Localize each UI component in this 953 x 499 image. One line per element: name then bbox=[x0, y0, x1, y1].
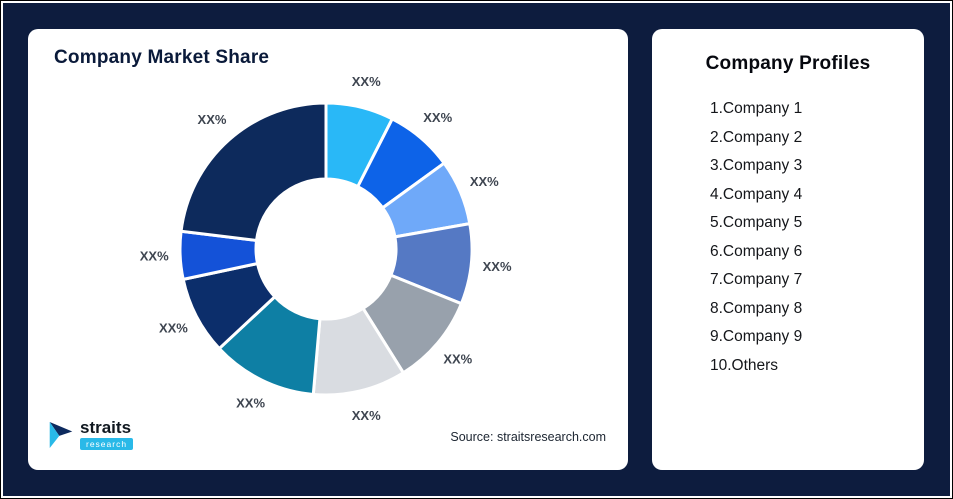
company-profiles-list: 1.Company 1 2.Company 2 3.Company 3 4.Co… bbox=[652, 95, 924, 380]
slice-value-label: XX% bbox=[443, 352, 472, 367]
slice-value-label: XX% bbox=[236, 396, 265, 411]
list-item: 5.Company 5 bbox=[710, 214, 803, 231]
straits-logo-icon bbox=[49, 421, 73, 448]
list-item: 4.Company 4 bbox=[710, 185, 803, 203]
slice-value-label: XX% bbox=[352, 74, 381, 89]
source-text: Source: straitsresearch.com bbox=[450, 430, 606, 444]
list-item: 9.Company 9 bbox=[710, 328, 803, 345]
slice-value-label: XX% bbox=[352, 408, 381, 423]
slice-value-label: XX% bbox=[423, 110, 452, 125]
list-item: 10.Others bbox=[710, 356, 779, 374]
list-item: 6.Company 6 bbox=[710, 242, 803, 260]
logo-text: straits research bbox=[80, 418, 134, 450]
list-item: 2.Company 2 bbox=[710, 128, 803, 146]
market-share-donut-chart: XX% XX% XX% XX% XX% XX% XX% XX% XX% XX% bbox=[140, 74, 512, 423]
slice-value-label: XX% bbox=[198, 112, 227, 127]
profiles-title: Company Profiles bbox=[705, 53, 871, 74]
market-share-card: Company Market Share XX% XX% XX% XX% XX% XX% X… bbox=[28, 29, 628, 470]
chart-title: Company Market Share bbox=[54, 47, 270, 68]
slice-value-label: XX% bbox=[140, 249, 169, 264]
slice-value-label: XX% bbox=[470, 174, 499, 189]
list-item: 1.Company 1 bbox=[710, 100, 803, 117]
logo-sub-text: research bbox=[80, 438, 134, 450]
straits-research-logo: straits research bbox=[48, 418, 134, 450]
company-profiles-card: Company Profiles 1.Company 1 2.Company 2… bbox=[652, 29, 924, 470]
list-item: 7.Company 7 bbox=[710, 271, 803, 288]
slice-value-label: XX% bbox=[159, 320, 188, 335]
logo-brand-text: straits bbox=[80, 418, 132, 437]
slice-value-label: XX% bbox=[483, 259, 512, 274]
list-item: 8.Company 8 bbox=[710, 299, 803, 317]
donut-segment bbox=[179, 101, 328, 242]
list-item: 3.Company 3 bbox=[710, 157, 803, 174]
